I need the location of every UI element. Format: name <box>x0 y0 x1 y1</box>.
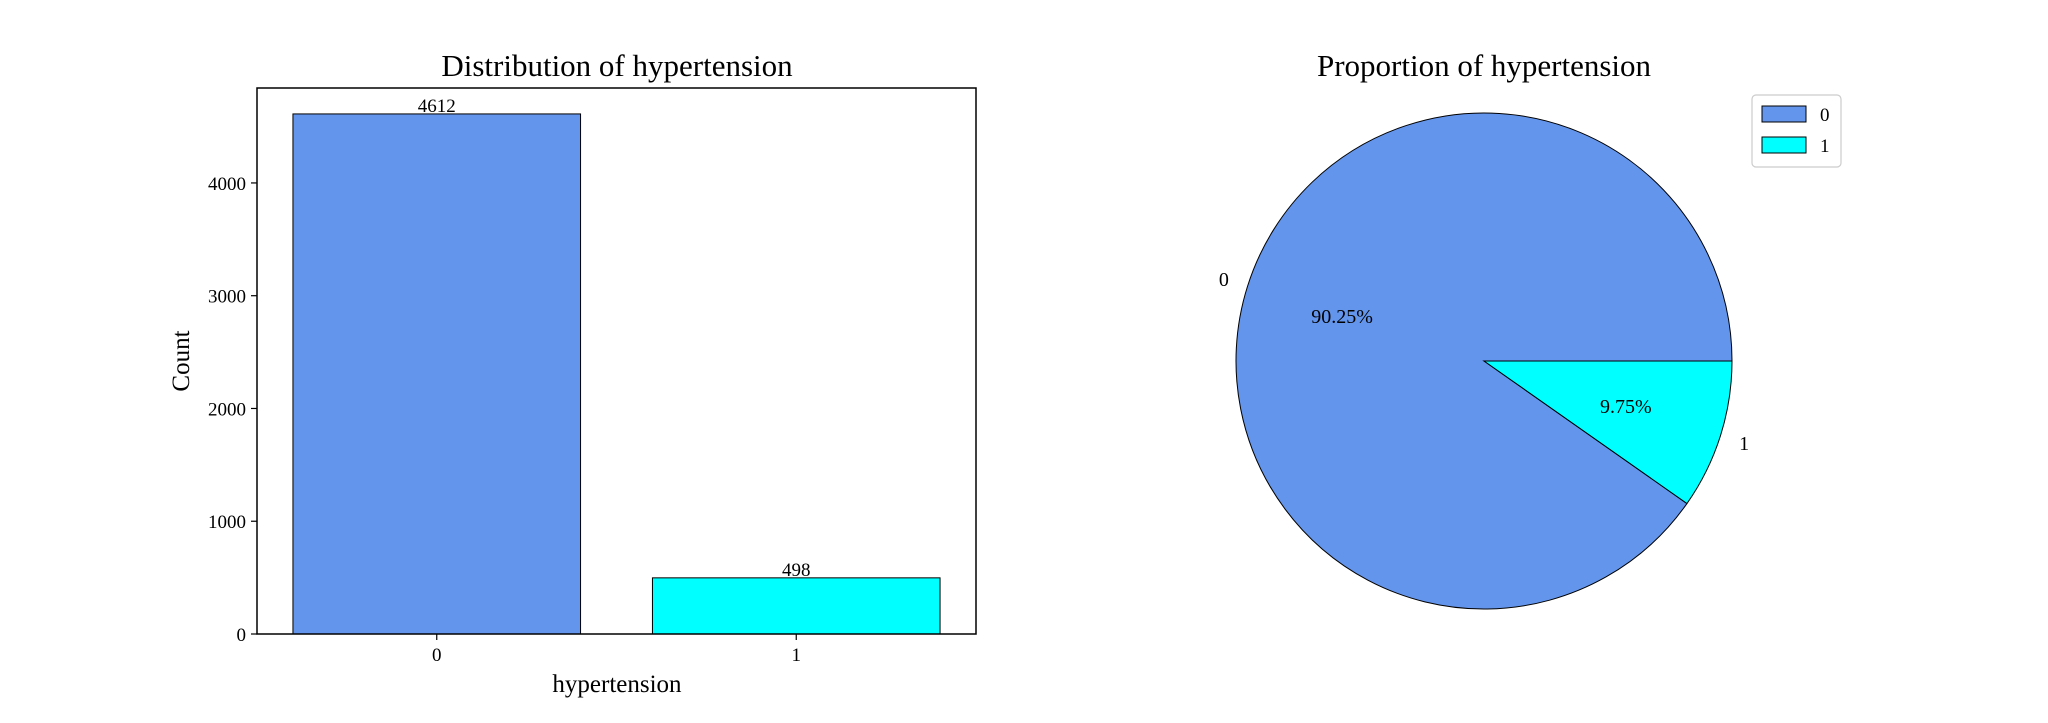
bar-series <box>292 113 941 635</box>
bar-chart-title: Distribution of hypertension <box>441 48 793 83</box>
bar-data-label-0: 4612 <box>418 96 456 117</box>
legend-label-0: 0 <box>1820 105 1830 126</box>
pie-labels: 0 90.25% 1 9.75% <box>1219 269 1749 455</box>
y-axis-ticks: 0 1000 2000 3000 4000 <box>208 174 257 646</box>
bar-data-label-1: 498 <box>782 560 811 581</box>
x-tick-label: 1 <box>792 645 802 666</box>
legend-swatch-0 <box>1761 105 1807 123</box>
bar-data-labels: 4612 498 <box>418 96 811 581</box>
x-axis-label: hypertension <box>552 671 682 698</box>
legend-swatch-1 <box>1761 136 1807 154</box>
y-tick-label: 3000 <box>208 287 246 308</box>
y-tick-label: 2000 <box>208 399 246 420</box>
pie-slices <box>1235 112 1733 610</box>
y-tick-label: 0 <box>237 625 247 646</box>
pie-chart-title: Proportion of hypertension <box>1317 48 1652 83</box>
legend-label-1: 1 <box>1820 136 1830 157</box>
bar-plot-frame <box>256 87 977 635</box>
pie-percent-label-0: 90.25% <box>1311 306 1373 328</box>
bar-chart: Distribution of hypertension 0 1000 2000 30… <box>168 48 977 698</box>
x-tick-label: 0 <box>432 645 442 666</box>
bar-1 <box>651 577 941 635</box>
pie-slice-label-1: 1 <box>1739 433 1749 455</box>
pie-chart: Proportion of hypertension 0 90.25% 1 9.75%… <box>1219 48 1842 610</box>
pie-slice-label-0: 0 <box>1219 269 1229 291</box>
y-axis-label: Count <box>168 330 195 391</box>
pie-percent-label-1: 9.75% <box>1600 396 1652 418</box>
bar-0 <box>292 113 582 635</box>
y-tick-label: 1000 <box>208 512 246 533</box>
pie-legend: 01 <box>1751 94 1842 168</box>
y-tick-label: 4000 <box>208 174 246 195</box>
pie-slice-1 <box>1482 360 1733 505</box>
